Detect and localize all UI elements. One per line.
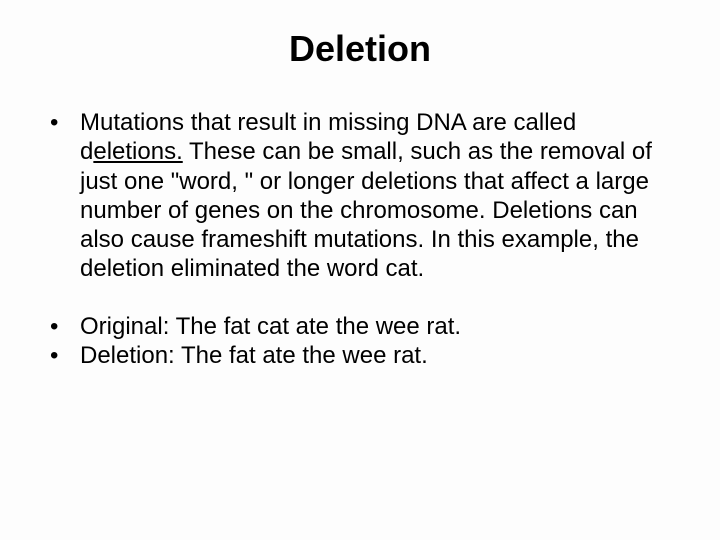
- bullet-deletion: Deletion: The fat ate the wee rat.: [40, 341, 680, 370]
- bullet-original: Original: The fat cat ate the wee rat.: [40, 312, 680, 341]
- slide-title: Deletion: [40, 28, 680, 70]
- bullet-body: Mutations that result in missing DNA are…: [40, 108, 680, 284]
- bullet-list: Mutations that result in missing DNA are…: [40, 108, 680, 370]
- underlined-term: eletions.: [93, 138, 182, 165]
